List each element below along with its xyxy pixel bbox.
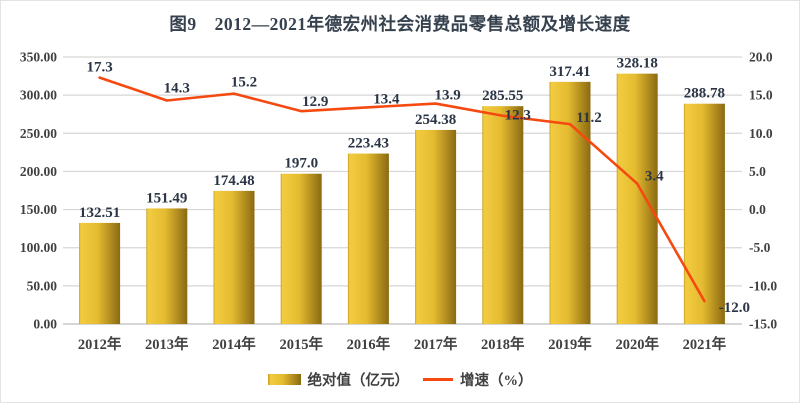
left-axis-tick: 100.00 <box>20 240 57 255</box>
right-axis-tick: 20.0 <box>749 50 773 65</box>
line-value-label: 17.3 <box>86 60 112 76</box>
line-value-label: 14.3 <box>164 80 190 96</box>
line-series-layer <box>98 76 706 303</box>
line-value-label: -12.0 <box>719 300 750 316</box>
right-axis-tick: 0.0 <box>749 202 766 217</box>
left-axis-tick: 200.00 <box>20 164 57 179</box>
bar-value-label: 174.48 <box>213 173 254 189</box>
right-axis-tick: -5.0 <box>749 240 771 255</box>
growth-rate-line <box>98 76 706 303</box>
bar-value-label: 317.41 <box>549 64 590 80</box>
bar <box>683 103 725 324</box>
line-value-label: 13.4 <box>373 91 400 107</box>
bar-value-label: 328.18 <box>617 56 658 72</box>
bar <box>347 153 389 324</box>
bar-value-label: 197.0 <box>284 156 318 172</box>
bar <box>213 190 255 324</box>
left-axis-tick: 300.00 <box>20 88 57 103</box>
legend-item-line: 增速（%） <box>423 369 533 390</box>
x-axis-category-label: 2014年 <box>212 335 256 353</box>
x-axis-category-label: 2021年 <box>683 335 727 353</box>
bar <box>482 106 524 325</box>
right-axis-tick: 10.0 <box>749 126 773 141</box>
line-value-label: 12.9 <box>302 94 328 110</box>
chart-title: 图9 2012—2021年德宏州社会消费品零售总额及增长速度 <box>169 14 631 34</box>
right-axis-tick: 15.0 <box>749 88 773 103</box>
line-series-swatch <box>423 378 453 381</box>
bar-series-swatch <box>267 374 301 385</box>
line-value-label: 11.2 <box>576 110 601 126</box>
bar <box>415 129 457 324</box>
right-axis-tick: 5.0 <box>749 164 766 179</box>
bar-value-label: 288.78 <box>684 86 725 102</box>
x-axis-category-label: 2018年 <box>481 335 525 353</box>
right-axis-tick: -10.0 <box>749 278 777 293</box>
chart-legend: 绝对值（亿元） 增速（%） <box>1 369 799 390</box>
legend-item-bar: 绝对值（亿元） <box>267 369 410 390</box>
x-axis-category-label: 2013年 <box>145 335 189 353</box>
bar-value-label: 285.55 <box>482 88 523 104</box>
axis-labels-layer: 350.00 20.0 300.00 15.0 250.00 10.0 200.00 5.0 1… <box>20 50 777 354</box>
x-axis-category-label: 2019年 <box>548 335 592 353</box>
left-axis-tick: 50.00 <box>27 278 58 293</box>
left-axis-tick: 350.00 <box>20 50 57 65</box>
bar-value-label: 151.49 <box>146 190 187 206</box>
left-axis-tick: 150.00 <box>20 202 57 217</box>
legend-bar-label: 绝对值（亿元） <box>307 373 410 389</box>
x-axis-category-label: 2015年 <box>279 335 323 353</box>
right-axis-tick: -15.0 <box>749 317 777 332</box>
bar <box>616 73 658 324</box>
left-axis-tick: 250.00 <box>20 126 57 141</box>
bar-value-label: 254.38 <box>415 112 456 128</box>
bar <box>280 173 322 324</box>
data-labels-layer: 132.51 151.49 174.48 197.0 223.43 254.38 285.5… <box>79 56 750 316</box>
line-value-label: 12.3 <box>505 108 531 124</box>
x-axis-category-label: 2020年 <box>615 335 659 353</box>
line-value-label: 15.2 <box>231 75 257 91</box>
left-axis-tick: 0.00 <box>33 317 57 332</box>
bar-value-label: 223.43 <box>348 136 389 152</box>
chart-canvas: 132.51 151.49 174.48 197.0 223.43 254.38 285.5… <box>20 50 777 354</box>
line-value-label: 13.9 <box>434 88 460 104</box>
x-axis-category-label: 2017年 <box>414 335 458 353</box>
x-axis-category-label: 2012年 <box>78 335 122 353</box>
bar-series-layer <box>79 73 725 325</box>
bar <box>146 208 188 324</box>
line-value-label: 3.4 <box>645 169 664 185</box>
legend-line-label: 增速（%） <box>460 373 533 389</box>
x-axis-category-label: 2016年 <box>347 335 391 353</box>
bar-value-label: 132.51 <box>79 205 120 221</box>
bar <box>79 222 121 324</box>
